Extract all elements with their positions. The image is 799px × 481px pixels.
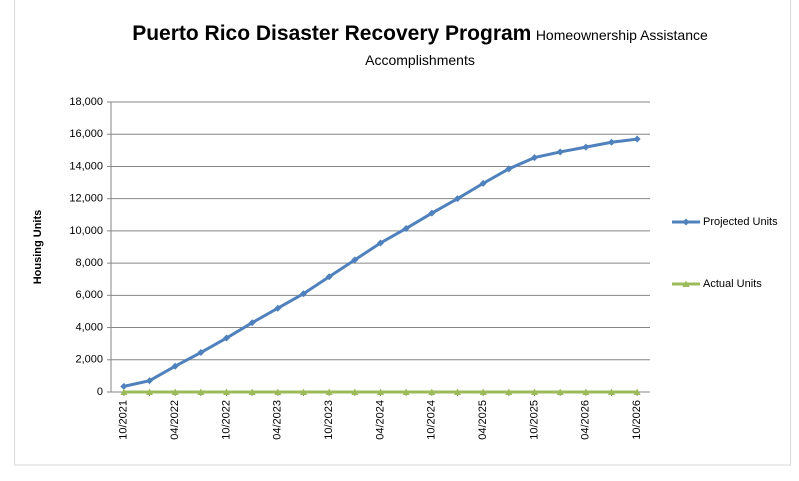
y-tick-label: 14,000 <box>69 160 103 172</box>
header: Puerto Rico Disaster Recovery Program Ho… <box>85 22 755 73</box>
legend-marker <box>682 280 690 287</box>
data-point <box>479 388 487 395</box>
x-tick-label: 04/2022 <box>169 400 181 440</box>
data-point <box>556 388 564 395</box>
data-point <box>300 290 307 298</box>
data-point <box>223 334 230 342</box>
data-point <box>146 377 153 385</box>
data-point <box>608 138 615 146</box>
data-point <box>120 382 128 390</box>
data-point <box>454 388 461 395</box>
data-point <box>608 388 615 395</box>
data-point <box>479 179 487 187</box>
chart-subtitle: Homeownership Assistance Accomplishments <box>365 27 708 68</box>
x-tick-label: 10/2026 <box>631 400 643 440</box>
x-tick-label: 10/2021 <box>118 400 130 440</box>
data-point <box>248 319 256 327</box>
y-tick-label: 8,000 <box>75 257 103 269</box>
data-point <box>377 388 384 395</box>
data-point <box>633 388 641 395</box>
y-tick-label: 12,000 <box>69 193 103 205</box>
y-tick-label: 2,000 <box>75 354 103 366</box>
chart-title: Puerto Rico Disaster Recovery Program <box>132 22 532 45</box>
y-tick-label: 0 <box>97 386 103 398</box>
data-point <box>274 388 282 395</box>
data-point <box>171 362 179 370</box>
data-point <box>300 388 307 395</box>
data-point <box>197 349 205 357</box>
y-tick-label: 4,000 <box>75 321 103 333</box>
data-point <box>531 154 538 162</box>
data-point <box>197 388 205 395</box>
x-tick-label: 10/2025 <box>528 400 540 440</box>
data-point <box>402 224 410 232</box>
data-point <box>428 209 436 217</box>
data-point <box>223 388 230 395</box>
data-point <box>325 273 333 281</box>
y-tick-label: 6,000 <box>75 289 103 301</box>
data-point <box>248 388 256 395</box>
data-point <box>120 388 128 395</box>
y-tick-label: 18,000 <box>69 96 103 108</box>
legend-label: Projected Units <box>703 216 778 228</box>
data-point <box>556 148 564 156</box>
data-point <box>351 388 359 395</box>
data-point <box>633 135 641 143</box>
y-axis-label: Housing Units <box>32 210 44 285</box>
x-tick-label: 04/2025 <box>477 400 489 440</box>
x-tick-label: 04/2023 <box>272 400 284 440</box>
data-point <box>505 165 513 173</box>
data-point <box>582 143 590 151</box>
data-point <box>454 195 461 203</box>
x-tick-label: 04/2026 <box>580 400 592 440</box>
chart-border <box>14 0 791 466</box>
data-point <box>582 388 590 395</box>
x-tick-label: 10/2022 <box>220 400 232 440</box>
data-point <box>171 388 179 395</box>
data-point <box>351 256 359 264</box>
data-point <box>274 304 282 312</box>
y-tick-label: 10,000 <box>69 225 103 237</box>
legend-label: Actual Units <box>703 278 762 290</box>
x-tick-label: 04/2024 <box>374 400 386 440</box>
data-point <box>325 388 333 395</box>
data-point <box>402 388 410 395</box>
data-point <box>146 388 153 395</box>
data-point <box>531 388 538 395</box>
data-point <box>428 388 436 395</box>
y-tick-label: 16,000 <box>69 128 103 140</box>
legend-marker <box>682 218 690 226</box>
data-point <box>505 388 513 395</box>
x-tick-label: 10/2023 <box>323 400 335 440</box>
x-tick-label: 10/2024 <box>426 400 438 440</box>
data-point <box>377 239 384 247</box>
